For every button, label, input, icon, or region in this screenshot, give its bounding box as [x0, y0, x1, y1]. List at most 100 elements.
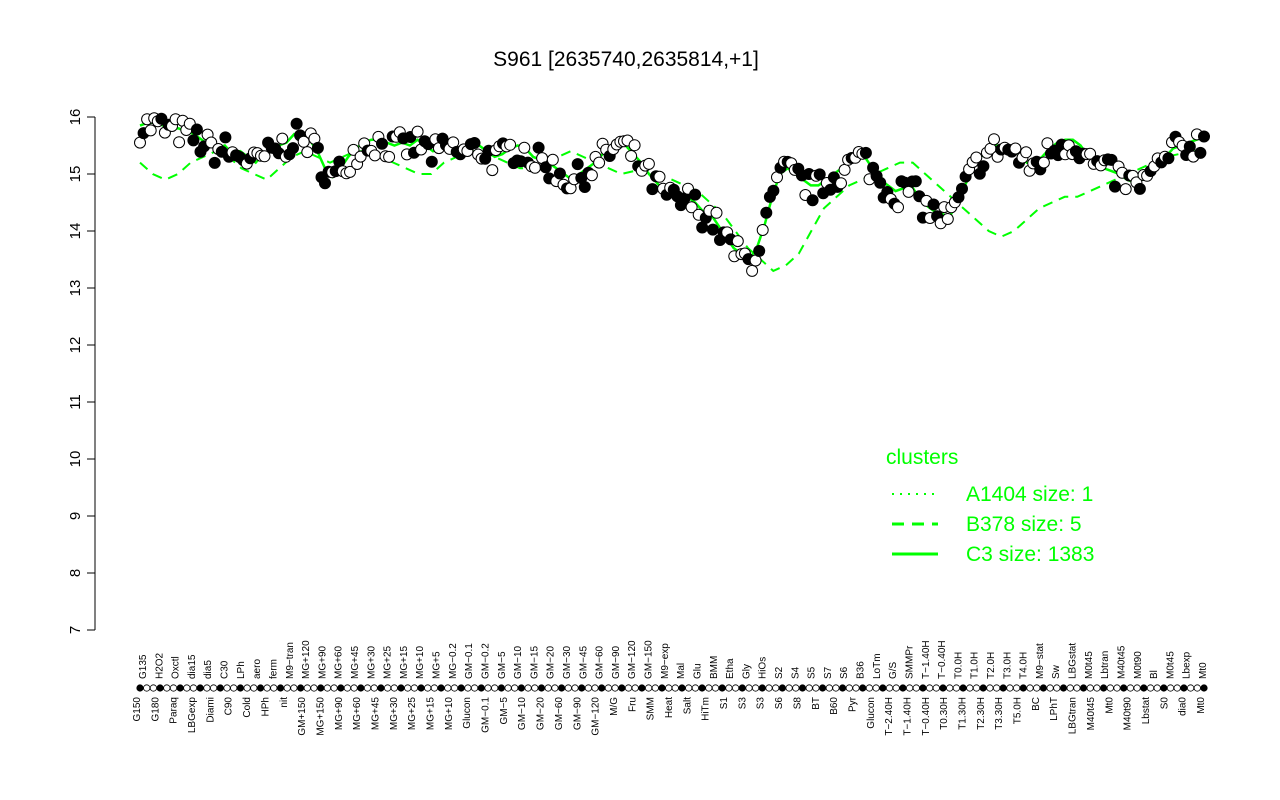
data-point — [892, 201, 904, 214]
x-tick-label-upper: GM−10 — [513, 645, 524, 679]
data-point — [276, 132, 289, 145]
rug-mark — [417, 684, 425, 692]
x-tick-label-upper: GM−0.2 — [481, 643, 492, 679]
data-point — [746, 264, 759, 277]
x-tick-label-upper: ferm — [269, 659, 280, 679]
rug-mark — [1073, 684, 1081, 692]
x-tick-label-upper: S4 — [790, 666, 801, 679]
x-tick-label-lower: T5.0H — [1013, 697, 1024, 724]
rug-mark — [651, 684, 659, 692]
x-tick-label-lower: LPhT — [1049, 697, 1060, 721]
rug-mark — [912, 684, 920, 692]
x-tick-label-upper: GM−20 — [546, 645, 557, 679]
x-tick-label-upper: GM−15 — [529, 645, 540, 679]
rug-mark — [691, 684, 700, 692]
rug-mark — [758, 684, 766, 692]
rug-mark — [845, 684, 853, 692]
data-point — [689, 188, 702, 201]
rug-mark — [805, 684, 813, 692]
x-tick-label-lower: MG+90 — [334, 697, 345, 731]
data-points — [134, 112, 1210, 277]
x-tick-label-lower: T−1.40H — [903, 697, 914, 736]
data-point — [344, 165, 356, 178]
data-point — [1020, 146, 1033, 159]
data-point — [287, 142, 299, 155]
rug-mark — [966, 684, 974, 692]
rug-mark — [905, 684, 914, 692]
x-tick-label-lower: T3.30H — [994, 697, 1005, 730]
rug-mark — [370, 684, 378, 692]
rug-mark — [832, 684, 840, 692]
rug-mark — [859, 684, 867, 692]
data-point — [625, 150, 638, 162]
rug-mark — [738, 684, 746, 692]
rug-mark — [685, 684, 693, 692]
data-point — [585, 169, 598, 182]
rug-mark — [992, 684, 1001, 692]
rug-mark — [390, 684, 398, 692]
x-tick-label-upper: GM−5 — [497, 651, 508, 679]
data-point — [219, 131, 232, 144]
rug-mark — [397, 684, 405, 692]
y-tick-label: 7 — [67, 626, 84, 634]
x-tick-label-upper: M0t90 — [1133, 651, 1144, 679]
x-tick-label-upper: S5 — [807, 666, 818, 679]
rug-mark — [731, 684, 740, 692]
x-tick-label-upper: MG+120 — [301, 640, 312, 679]
rug-mark — [557, 684, 566, 692]
x-tick-label-lower: MG+45 — [371, 697, 382, 731]
rug-mark — [698, 684, 706, 692]
rug-mark — [256, 684, 265, 692]
data-point — [425, 155, 438, 168]
rug-mark — [705, 684, 713, 692]
x-tick-label-upper: T4.0H — [1019, 652, 1030, 679]
data-point — [838, 163, 851, 176]
x-tick-label-upper: T1.0H — [970, 652, 981, 679]
data-point — [970, 151, 983, 164]
y-axis: 7 8 9 10 11 12 13 14 15 16 — [67, 109, 96, 634]
x-tick-label-upper: M9−stat — [1035, 643, 1046, 679]
rug-mark — [183, 684, 191, 692]
rug-mark — [1033, 684, 1041, 692]
y-tick-label: 12 — [67, 337, 84, 354]
data-point — [1119, 183, 1132, 196]
rug-mark — [1140, 684, 1148, 692]
rug-mark — [424, 684, 432, 692]
rug-mark — [631, 684, 639, 692]
rug-mark — [798, 684, 807, 692]
rug-mark — [323, 684, 331, 692]
rug-mark — [1187, 684, 1195, 692]
data-point — [988, 133, 1000, 146]
rug-mark — [1066, 684, 1074, 692]
x-tick-label-lower: Cold — [242, 697, 253, 718]
x-tick-label-lower: GM−20 — [536, 697, 547, 731]
x-tick-label-upper: BMM — [709, 656, 720, 679]
data-point — [753, 245, 766, 257]
rug-mark — [946, 684, 954, 692]
rug-mark — [1120, 684, 1128, 692]
rug-mark — [250, 684, 258, 692]
x-tick-label-upper: M0t45 — [1165, 651, 1176, 679]
rug-mark — [825, 684, 833, 692]
rug-mark — [363, 684, 372, 692]
x-tick-label-upper: T2.0H — [986, 652, 997, 679]
data-point — [319, 177, 331, 190]
rug-mark — [765, 684, 773, 692]
rug-mark — [310, 684, 318, 692]
data-point — [977, 160, 990, 173]
data-point — [532, 141, 545, 154]
x-tick-label-upper: GM−150 — [644, 640, 655, 679]
legend: clusters A1404 size: 1 B378 size: 5 C3 s… — [886, 446, 1094, 566]
rug-mark — [1153, 684, 1161, 692]
rug-mark — [317, 684, 325, 692]
x-tick-label-lower: M40t45 — [1086, 697, 1097, 731]
rug-mark — [343, 684, 351, 692]
x-tick-label-upper: MG+90 — [317, 645, 328, 679]
x-tick-label-upper: T−0.40H — [937, 640, 948, 679]
rug-mark — [176, 684, 184, 692]
rug-mark — [778, 684, 787, 692]
x-tick-label-upper: S2 — [774, 666, 785, 679]
data-point — [144, 124, 157, 137]
rug-mark — [296, 684, 305, 692]
x-tick-label-lower: T−2.40H — [884, 697, 895, 736]
